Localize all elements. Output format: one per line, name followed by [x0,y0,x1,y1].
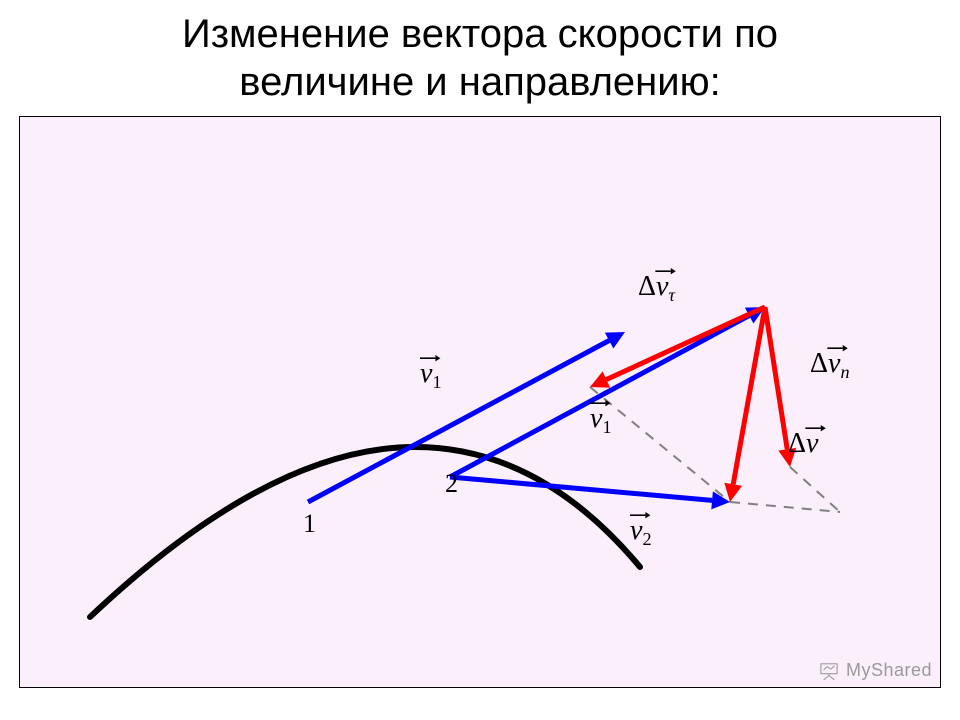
point-2-label: 2 [445,469,458,498]
svg-text:Δv: Δv [788,428,819,459]
title-line-2: величине и направлению: [239,60,720,104]
easel-icon [818,662,840,680]
watermark-text: MyShared [846,660,932,681]
diagram-container: 12v1v1v2ΔvτΔvnΔv MyShared [19,116,941,688]
title-line-1: Изменение вектора скорости по [182,12,778,56]
slide-title: Изменение вектора скорости по величине и… [0,0,960,106]
point-1-label: 1 [303,509,316,538]
vector-label: Δvn [810,345,850,382]
velocity-vector-diagram: 12v1v1v2ΔvτΔvnΔv [20,117,940,687]
watermark: MyShared [818,660,932,681]
